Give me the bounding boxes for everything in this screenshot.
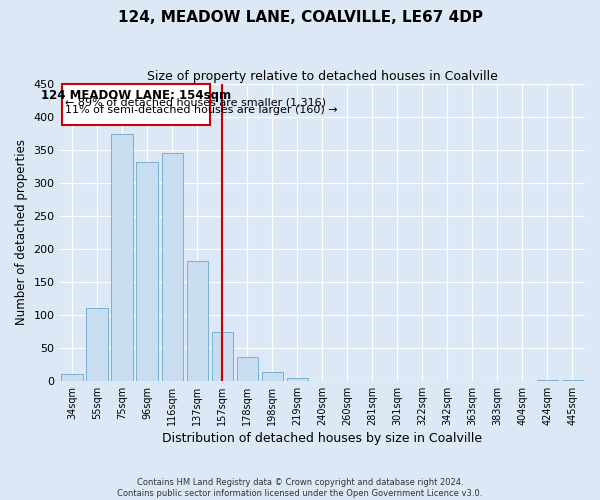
Title: Size of property relative to detached houses in Coalville: Size of property relative to detached ho…	[147, 70, 498, 83]
Y-axis label: Number of detached properties: Number of detached properties	[15, 140, 28, 326]
Bar	[187, 262, 208, 381]
Bar	[262, 372, 283, 381]
Bar	[61, 374, 83, 381]
X-axis label: Distribution of detached houses by size in Coalville: Distribution of detached houses by size …	[162, 432, 482, 445]
Bar	[287, 378, 308, 381]
Bar	[86, 308, 108, 381]
Text: 124, MEADOW LANE, COALVILLE, LE67 4DP: 124, MEADOW LANE, COALVILLE, LE67 4DP	[118, 10, 482, 25]
Text: 124 MEADOW LANE: 154sqm: 124 MEADOW LANE: 154sqm	[41, 90, 231, 102]
Text: 11% of semi-detached houses are larger (160) →: 11% of semi-detached houses are larger (…	[65, 104, 337, 115]
Bar	[161, 154, 183, 381]
Bar	[136, 162, 158, 381]
Bar	[212, 332, 233, 381]
Text: Contains HM Land Registry data © Crown copyright and database right 2024.
Contai: Contains HM Land Registry data © Crown c…	[118, 478, 482, 498]
Bar	[62, 84, 209, 125]
Bar	[562, 380, 583, 381]
Text: ← 89% of detached houses are smaller (1,316): ← 89% of detached houses are smaller (1,…	[65, 98, 326, 108]
Bar	[537, 380, 558, 381]
Bar	[112, 134, 133, 381]
Bar	[236, 357, 258, 381]
